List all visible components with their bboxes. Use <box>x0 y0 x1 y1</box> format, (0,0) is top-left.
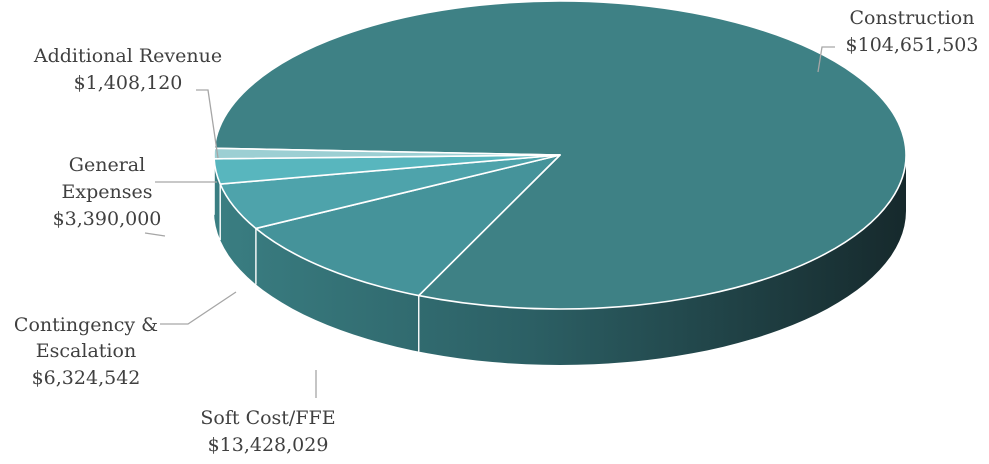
value-construction: $104,651,503 <box>846 34 979 56</box>
label-contingency-line1: Contingency & <box>14 314 158 336</box>
value-contingency: $6,324,542 <box>32 367 141 389</box>
label-construction: Construction <box>850 7 975 29</box>
value-soft-cost: $13,428,029 <box>208 434 329 456</box>
label-soft-cost: Soft Cost/FFE <box>200 407 335 429</box>
value-general-expenses: $3,390,000 <box>53 208 162 230</box>
value-additional-revenue: $1,408,120 <box>74 72 183 94</box>
label-contingency-line2: Escalation <box>36 340 136 362</box>
label-general-expenses-line1: General <box>69 154 145 176</box>
label-additional-revenue: Additional Revenue <box>33 45 222 67</box>
pie-slice-soft-cost-ffe <box>255 154 561 297</box>
label-general-expenses-line2: Expenses <box>62 181 153 203</box>
pie-side-wall <box>214 155 906 365</box>
leader-lines <box>144 46 835 398</box>
slice-labels: Construction $104,651,503 Additional Rev… <box>14 7 979 456</box>
pie-slice-additional-revenue <box>213 147 561 160</box>
pie-side-walls <box>213 155 906 365</box>
pie-top-slices <box>213 0 907 310</box>
leader-additional-revenue <box>196 89 219 159</box>
leader-contingency <box>160 291 237 325</box>
leader-construction <box>817 46 835 73</box>
leader-general-expenses-tail <box>144 232 166 237</box>
